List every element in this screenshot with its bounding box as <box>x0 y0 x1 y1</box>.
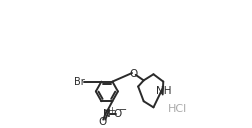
Text: N: N <box>103 109 110 119</box>
Text: −: − <box>118 105 126 115</box>
Text: O: O <box>98 117 106 127</box>
Text: +: + <box>107 106 114 115</box>
Text: HCl: HCl <box>168 104 187 114</box>
Text: O: O <box>113 109 121 119</box>
Text: NH: NH <box>155 86 170 96</box>
Text: Br: Br <box>74 77 84 87</box>
Text: O: O <box>129 69 137 79</box>
